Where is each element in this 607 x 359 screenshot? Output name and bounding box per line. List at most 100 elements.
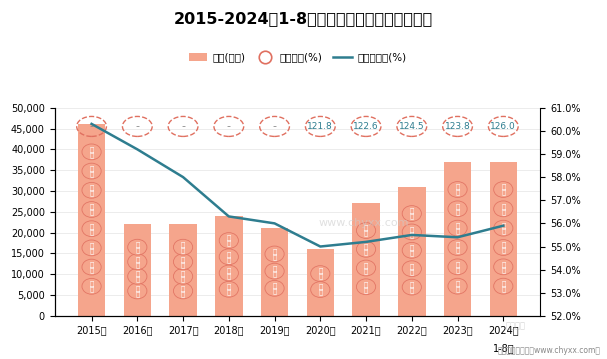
Ellipse shape [311, 281, 330, 298]
Ellipse shape [265, 280, 284, 296]
Text: 负: 负 [364, 225, 368, 231]
Text: 债: 债 [273, 270, 277, 277]
Text: 债: 债 [455, 208, 459, 215]
Ellipse shape [127, 283, 147, 299]
Ellipse shape [127, 239, 147, 255]
Ellipse shape [265, 263, 284, 279]
Text: 债: 债 [181, 290, 185, 297]
Ellipse shape [402, 224, 421, 240]
Text: -: - [135, 121, 140, 131]
Text: 负: 负 [318, 284, 322, 290]
Ellipse shape [265, 246, 284, 262]
Text: 负: 负 [410, 263, 414, 270]
Text: 债: 债 [501, 227, 506, 234]
Text: -: - [90, 121, 93, 131]
Text: 负: 负 [410, 281, 414, 288]
Text: 负: 负 [318, 268, 322, 274]
Ellipse shape [493, 239, 513, 255]
Text: 债: 债 [89, 285, 93, 292]
Text: 负: 负 [89, 280, 93, 287]
Text: 债: 债 [364, 248, 368, 255]
Text: 债: 债 [89, 266, 93, 273]
Text: 负: 负 [226, 251, 231, 258]
Ellipse shape [174, 254, 192, 270]
Text: 债: 债 [364, 286, 368, 293]
Text: 负: 负 [501, 242, 506, 248]
Ellipse shape [219, 249, 239, 265]
Text: 负: 负 [226, 235, 231, 241]
Text: 债: 债 [89, 170, 93, 177]
Ellipse shape [402, 261, 421, 277]
Text: 负: 负 [410, 244, 414, 251]
Ellipse shape [493, 278, 513, 294]
Ellipse shape [82, 278, 101, 294]
Text: 123.8: 123.8 [445, 122, 470, 131]
Ellipse shape [82, 202, 101, 218]
Text: 债: 债 [501, 285, 506, 292]
Text: 债: 债 [455, 285, 459, 292]
Text: 债: 债 [135, 276, 140, 282]
Bar [307, 249, 334, 316]
Text: 债: 债 [135, 246, 140, 253]
Ellipse shape [402, 279, 421, 295]
Text: 负: 负 [455, 261, 459, 268]
Ellipse shape [356, 223, 376, 238]
Ellipse shape [82, 163, 101, 179]
Text: 负: 负 [455, 184, 459, 190]
Ellipse shape [82, 144, 101, 160]
Text: 债: 债 [410, 286, 414, 293]
Text: 126.0: 126.0 [490, 122, 516, 131]
Text: 债: 债 [181, 261, 185, 267]
Text: 债: 债 [410, 250, 414, 256]
Text: 债: 债 [226, 289, 231, 295]
Ellipse shape [448, 278, 467, 294]
Text: 负: 负 [273, 248, 277, 255]
Ellipse shape [127, 254, 147, 270]
Text: 债: 债 [89, 190, 93, 196]
Text: 负: 负 [181, 241, 185, 248]
Text: 债: 债 [181, 276, 185, 282]
Text: 负: 负 [501, 184, 506, 190]
Text: www.chyxx.com: www.chyxx.com [319, 218, 410, 228]
Text: 负: 负 [273, 283, 277, 289]
Bar [352, 204, 380, 316]
Text: 负: 负 [181, 285, 185, 292]
Text: 债: 债 [318, 289, 322, 295]
Text: 1-8月: 1-8月 [492, 343, 514, 353]
Text: 负: 负 [410, 226, 414, 233]
Text: 负: 负 [364, 281, 368, 288]
Ellipse shape [356, 279, 376, 295]
Text: 债: 债 [273, 253, 277, 260]
Ellipse shape [356, 241, 376, 257]
Text: 负: 负 [181, 271, 185, 277]
Ellipse shape [82, 182, 101, 198]
Text: 负: 负 [89, 165, 93, 172]
Bar [444, 162, 471, 316]
Text: 债: 债 [89, 209, 93, 215]
Ellipse shape [311, 266, 330, 281]
Text: 债: 债 [135, 290, 140, 297]
Text: 负: 负 [455, 222, 459, 229]
Text: 负: 负 [89, 146, 93, 153]
Ellipse shape [82, 259, 101, 275]
Bar [261, 228, 288, 316]
Text: 负: 负 [89, 223, 93, 229]
Text: 负: 负 [455, 242, 459, 248]
Text: 债: 债 [89, 151, 93, 158]
Text: 债: 债 [181, 246, 185, 253]
Text: 债: 债 [226, 272, 231, 279]
Bar [169, 224, 197, 316]
Ellipse shape [402, 242, 421, 258]
Ellipse shape [493, 259, 513, 275]
Text: -: - [181, 121, 185, 131]
Text: 债: 债 [455, 189, 459, 195]
Legend: 负债(亿元), 产权比率(%), 资产负债率(%): 负债(亿元), 产权比率(%), 资产负债率(%) [185, 48, 410, 67]
Text: 债: 债 [135, 261, 140, 267]
Text: 债: 债 [318, 273, 322, 279]
Text: 负: 负 [364, 243, 368, 250]
Bar [215, 216, 243, 316]
Ellipse shape [127, 269, 147, 284]
Text: 债: 债 [501, 266, 506, 272]
Text: 债: 债 [364, 230, 368, 236]
Ellipse shape [448, 201, 467, 217]
